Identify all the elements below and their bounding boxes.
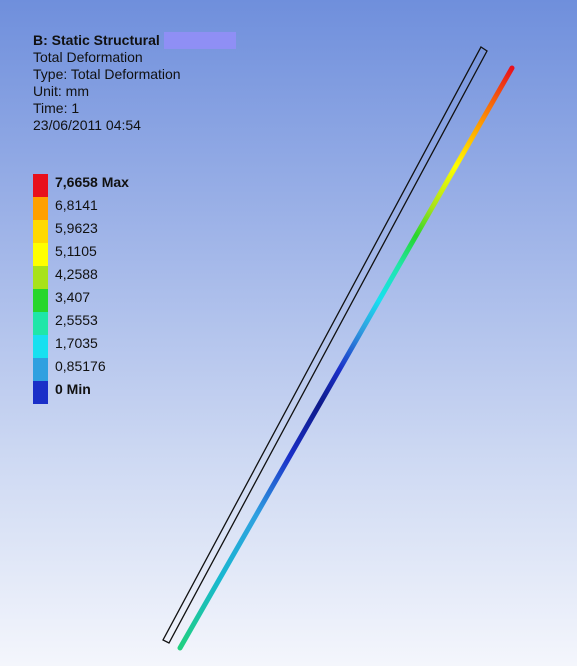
legend-label: 5,1105 xyxy=(55,243,97,259)
legend-label-max: 7,6658 Max xyxy=(55,174,129,190)
legend-swatch xyxy=(33,312,48,335)
legend-swatch xyxy=(33,174,48,197)
result-time: Time: 1 xyxy=(33,100,80,116)
result-info-annotation: B: Static Structural Total Deformation T… xyxy=(33,32,236,134)
legend-swatch xyxy=(33,335,48,358)
legend-swatch xyxy=(33,243,48,266)
legend-label: 6,8141 xyxy=(55,197,98,213)
analysis-title-text: B: Static Structural xyxy=(33,32,160,48)
result-timestamp: 23/06/2011 04:54 xyxy=(33,117,141,133)
deformed-body xyxy=(177,65,515,651)
legend-label: 2,5553 xyxy=(55,312,98,328)
legend-swatch xyxy=(33,289,48,312)
legend-swatch xyxy=(33,266,48,289)
legend-label: 1,7035 xyxy=(55,335,98,351)
legend-swatch xyxy=(33,197,48,220)
legend-label-min: 0 Min xyxy=(55,381,91,397)
result-type: Type: Total Deformation xyxy=(33,66,181,82)
legend-label: 3,407 xyxy=(55,289,91,305)
result-name: Total Deformation xyxy=(33,49,143,65)
legend-label: 5,9623 xyxy=(55,220,98,236)
legend-label: 4,2588 xyxy=(55,266,98,282)
legend-swatch xyxy=(33,220,48,243)
analysis-title: B: Static Structural xyxy=(33,32,236,49)
title-highlight xyxy=(163,32,236,49)
legend-swatch xyxy=(33,358,48,381)
legend-label: 0,85176 xyxy=(55,358,106,374)
undeformed-outline xyxy=(162,46,488,644)
legend-swatch xyxy=(33,381,48,404)
result-unit: Unit: mm xyxy=(33,83,89,99)
